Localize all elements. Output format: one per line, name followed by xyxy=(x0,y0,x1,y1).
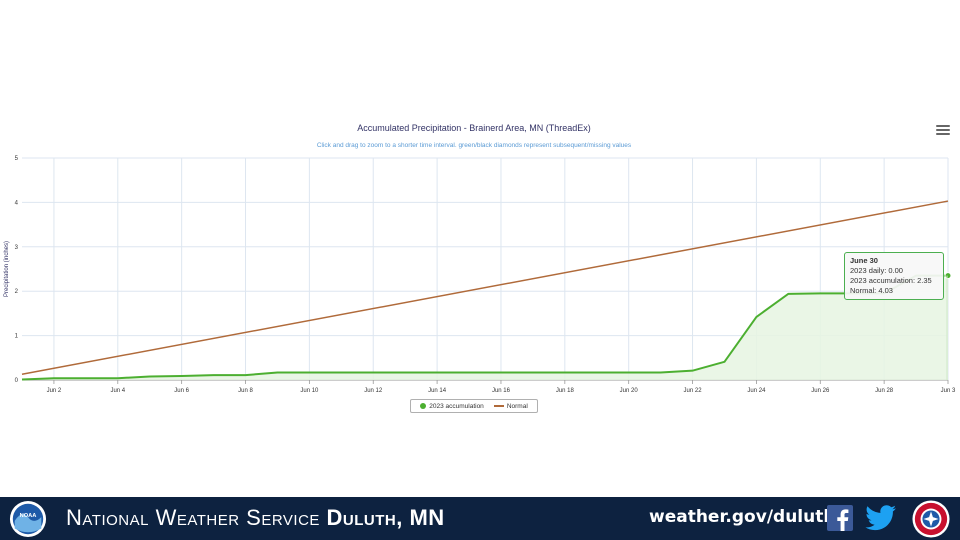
nws-seal-icon xyxy=(912,500,950,538)
accumulation-point xyxy=(819,292,821,294)
twitter-icon[interactable] xyxy=(865,505,897,531)
x-tick-label: Jun 12 xyxy=(364,388,383,394)
legend-normal-label: Normal xyxy=(506,402,528,410)
accumulation-point xyxy=(436,371,438,373)
legend-item-normal[interactable]: Normal xyxy=(493,402,528,410)
accumulation-point xyxy=(85,377,87,379)
accumulation-point xyxy=(149,375,151,377)
legend-accum-label: 2023 accumulation xyxy=(429,402,484,410)
y-tick-label: 2 xyxy=(15,289,19,295)
accumulation-point xyxy=(787,293,789,295)
footer-title: National Weather Service Duluth, MN xyxy=(66,505,445,531)
normal-series-line xyxy=(21,200,949,375)
accumulation-point xyxy=(755,316,757,318)
x-tick-label: Jun 14 xyxy=(428,388,447,394)
accumulation-point xyxy=(659,371,661,373)
accumulation-point xyxy=(340,371,342,373)
x-tick-label: Jun 3 xyxy=(941,388,956,394)
chart-container[interactable]: Accumulated Precipitation - Brainerd Are… xyxy=(0,110,960,420)
precip-chart[interactable]: Accumulated Precipitation - Brainerd Are… xyxy=(0,110,960,420)
x-tick-label: Jun 28 xyxy=(875,388,894,394)
accumulation-point xyxy=(276,371,278,373)
footer-title-light: National Weather Service xyxy=(66,505,327,530)
accumulation-area xyxy=(22,275,948,380)
tooltip-daily: 2023 daily: 0.00 xyxy=(850,266,903,275)
x-tick-label: Jun 20 xyxy=(620,388,639,394)
accumulation-point xyxy=(627,371,629,373)
tooltip-accum: 2023 accumulation: 2.35 xyxy=(850,276,932,285)
y-tick-label: 1 xyxy=(15,334,19,340)
tooltip-normal: Normal: 4.03 xyxy=(850,286,893,295)
accumulation-point xyxy=(53,377,55,379)
x-tick-label: Jun 18 xyxy=(556,388,575,394)
x-tick-label: Jun 6 xyxy=(174,388,189,394)
footer-title-bold: Duluth, MN xyxy=(326,505,445,530)
accumulation-series-line xyxy=(21,274,948,381)
facebook-icon[interactable] xyxy=(827,505,853,531)
accumulation-point xyxy=(468,371,470,373)
x-tick-label: Jun 24 xyxy=(747,388,766,394)
accumulation-point xyxy=(532,371,534,373)
accumulation-point xyxy=(212,374,214,376)
accumulation-point xyxy=(723,361,725,363)
accumulation-point xyxy=(691,369,693,371)
accumulation-point xyxy=(21,378,23,380)
tooltip-title: June 30 xyxy=(850,256,878,265)
footer-url-link[interactable]: weather.gov/duluth xyxy=(649,507,836,527)
x-tick-label: Jun 22 xyxy=(684,388,703,394)
highlighted-point xyxy=(944,272,952,280)
chart-legend: 2023 accumulation Normal xyxy=(410,399,538,413)
x-tick-label: Jun 4 xyxy=(110,388,125,394)
legend-dot-icon xyxy=(420,403,427,409)
noaa-logo-icon: NOAA xyxy=(9,500,47,538)
chart-subtitle: Click and drag to zoom to a shorter time… xyxy=(317,142,632,149)
legend-item-accumulation[interactable]: 2023 accumulation xyxy=(420,403,484,410)
accumulation-point xyxy=(404,371,406,373)
accumulation-point xyxy=(308,371,310,373)
y-tick-label: 4 xyxy=(15,200,19,206)
y-tick-label: 0 xyxy=(15,378,19,384)
accumulation-point xyxy=(500,371,502,373)
x-tick-label: Jun 2 xyxy=(47,388,62,394)
x-tick-label: Jun 26 xyxy=(811,388,830,394)
x-tick-label: Jun 10 xyxy=(300,388,319,394)
accumulation-point xyxy=(372,371,374,373)
accumulation-point xyxy=(244,374,246,376)
chart-tooltip: June 30 2023 daily: 0.00 2023 accumulati… xyxy=(844,252,944,300)
y-tick-label: 5 xyxy=(15,156,19,162)
chart-title: Accumulated Precipitation - Brainerd Are… xyxy=(357,123,591,133)
footer-banner: NOAA National Weather Service Duluth, MN… xyxy=(0,497,960,540)
accumulation-point xyxy=(564,371,566,373)
legend-line-icon xyxy=(493,405,504,407)
accumulation-point xyxy=(596,371,598,373)
accumulation-point xyxy=(180,375,182,377)
x-tick-label: Jun 16 xyxy=(492,388,511,394)
noaa-logo-text: NOAA xyxy=(20,513,37,519)
chart-menu-button[interactable] xyxy=(936,125,950,137)
accumulation-point xyxy=(117,377,119,379)
y-tick-label: 3 xyxy=(15,245,19,251)
y-axis-title: Precipitation (inches) xyxy=(4,241,10,297)
x-tick-label: Jun 8 xyxy=(238,388,253,394)
